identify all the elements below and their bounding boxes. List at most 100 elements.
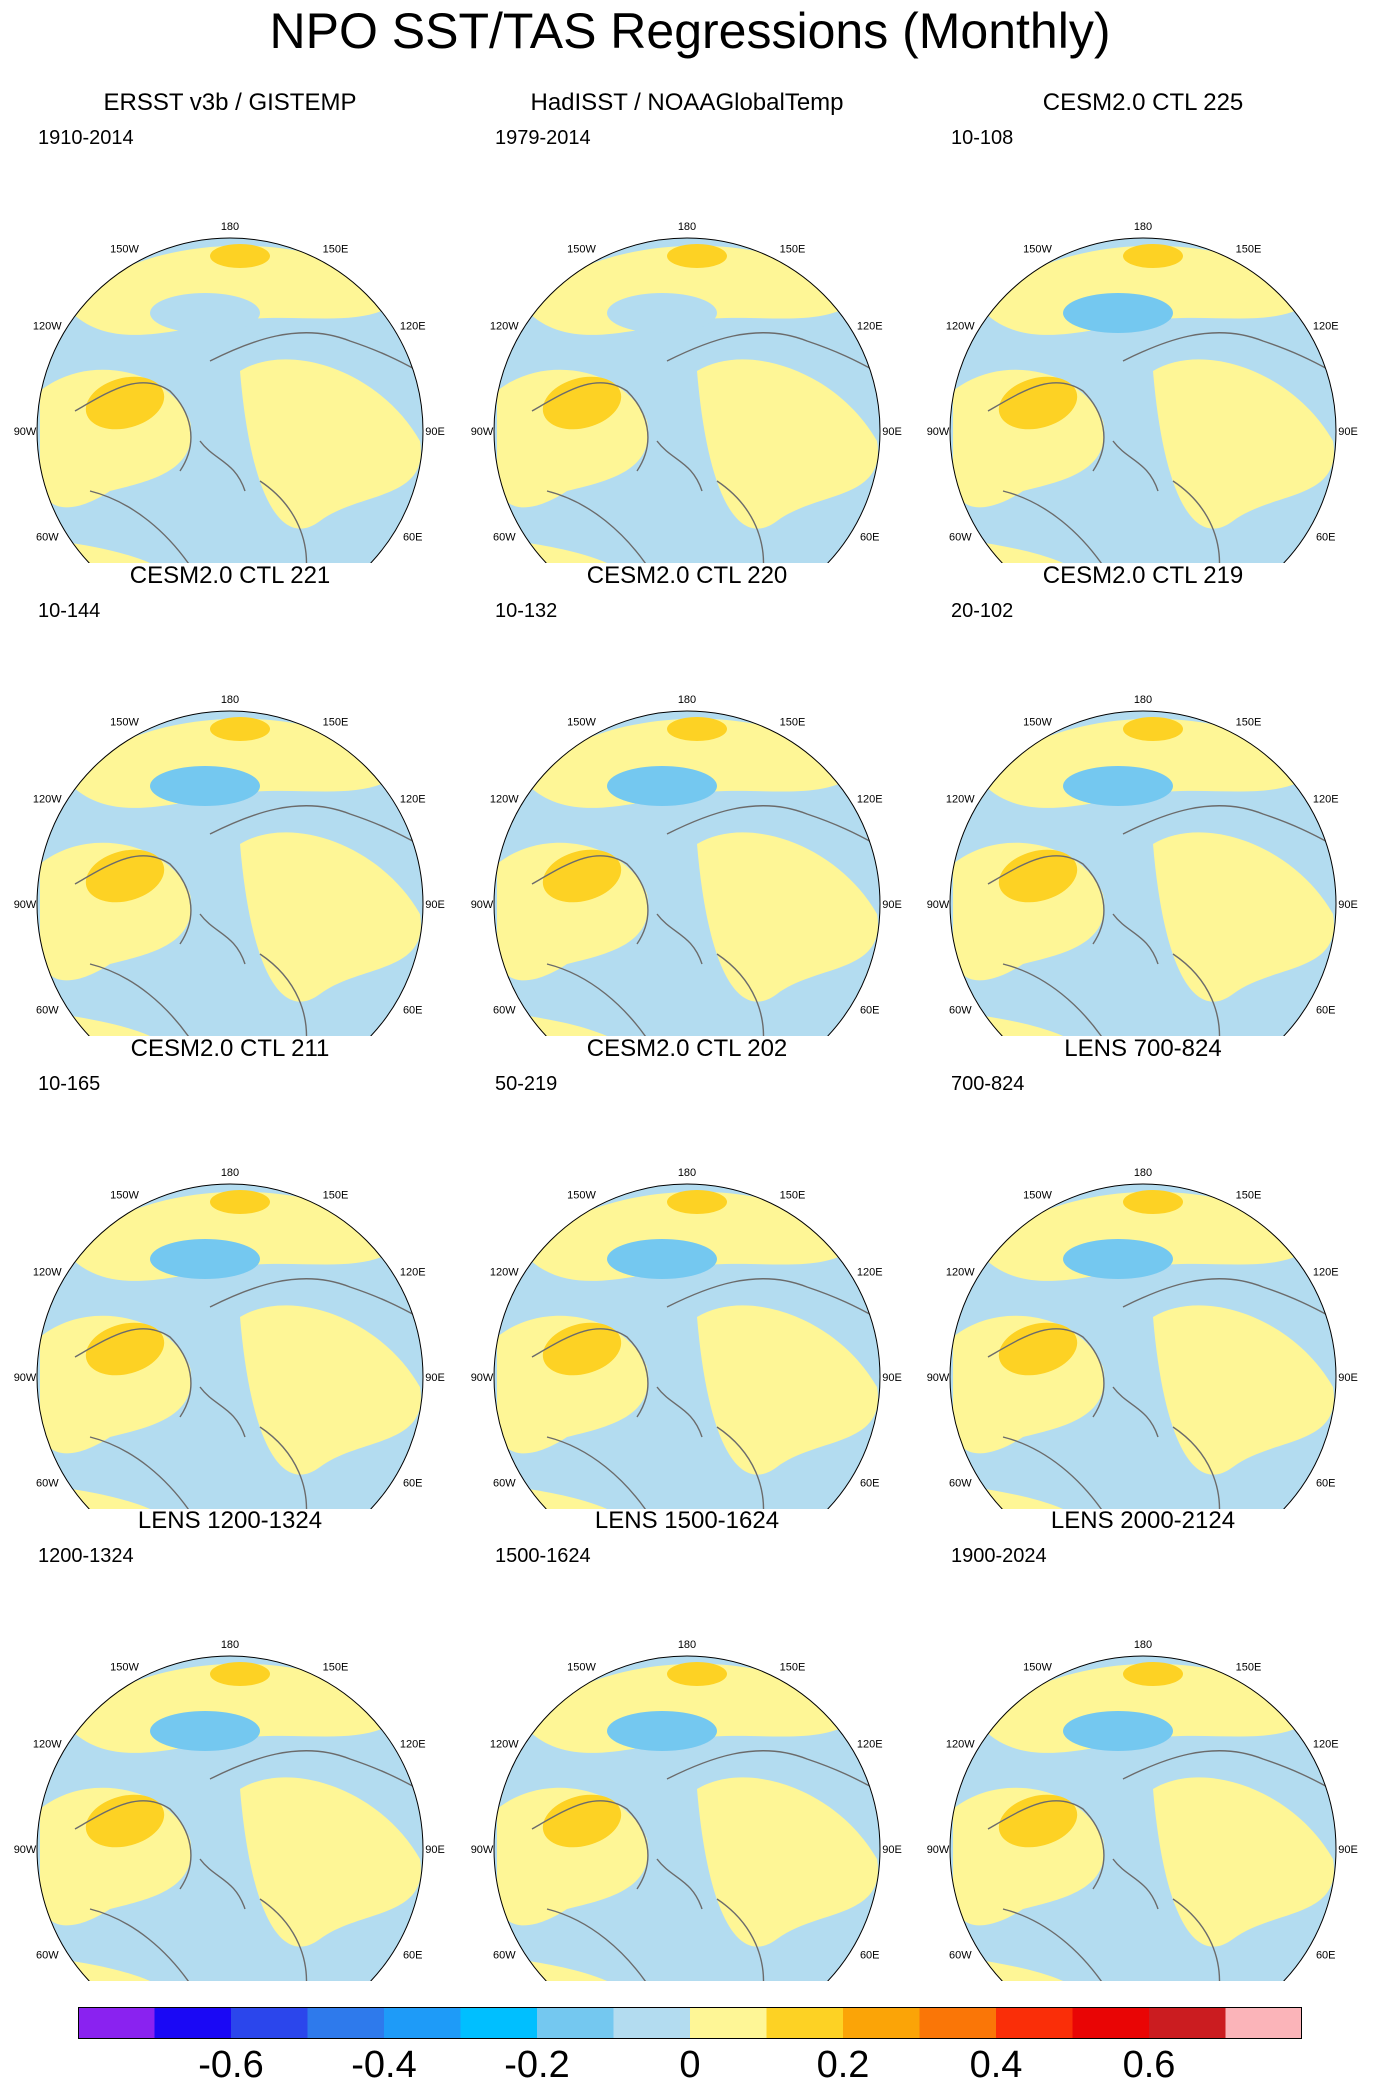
- coastline: [209, 332, 419, 372]
- coastline: [531, 1328, 649, 1418]
- panel-title: HadISST / NOAAGlobalTemp: [530, 89, 844, 116]
- regression-strong-positive-center: [210, 1662, 270, 1686]
- regression-positive-region: [697, 1777, 878, 1947]
- longitude-label: 60W: [949, 1478, 972, 1490]
- regression-strong-positive-center: [85, 1794, 165, 1848]
- colorbar-swatch: [1149, 2007, 1226, 2039]
- panel-period: 1200-1324: [38, 1545, 134, 1567]
- panel-title: CESM2.0 CTL 225: [1042, 89, 1244, 116]
- map-boundary: [36, 237, 424, 563]
- longitude-label: 150W: [110, 1189, 139, 1201]
- panel-period: 10-132: [495, 600, 558, 622]
- regression-strong-negative-center: [150, 293, 260, 333]
- longitude-label: 60E: [403, 532, 423, 544]
- map-boundary: [493, 1655, 881, 1981]
- coastline: [1122, 805, 1332, 845]
- coastline: [209, 1750, 419, 1790]
- map-panel: LENS 1200-1324 1200-1324 180 150E 120E 90E 60E…: [0, 1506, 460, 1981]
- coastline: [531, 382, 649, 472]
- longitude-label: 60E: [403, 1950, 423, 1962]
- longitude-label: 120W: [946, 1267, 975, 1279]
- longitude-label: 90W: [471, 1372, 494, 1384]
- longitude-label: 150W: [110, 243, 139, 255]
- coastline: [546, 490, 658, 563]
- longitude-label: 120E: [1313, 321, 1339, 333]
- map-panel: CESM2.0 CTL 22110-144180150E120E90E60E30…: [0, 561, 460, 1036]
- colorbar-swatch: [613, 2007, 690, 2039]
- coastline: [1002, 490, 1114, 563]
- coastline: [74, 382, 192, 472]
- longitude-label: 180: [678, 221, 696, 233]
- longitude-label: 150E: [1236, 1661, 1262, 1673]
- longitude-label: 150W: [110, 1661, 139, 1673]
- longitude-label: 180: [221, 694, 239, 706]
- colorbar-swatch: [919, 2007, 996, 2039]
- longitude-label: 150E: [323, 716, 349, 728]
- longitude-label: 60W: [36, 532, 59, 544]
- longitude-label: 180: [1134, 1639, 1152, 1651]
- polar-map: 180150E120E90E60E30E030W60W90W120W150W: [471, 1167, 902, 1509]
- coastline: [259, 953, 308, 1036]
- longitude-label: 90W: [14, 426, 37, 438]
- longitude-label: 60W: [949, 1950, 972, 1962]
- panel-period: 1900-2024: [951, 1545, 1047, 1567]
- coastline: [546, 963, 658, 1036]
- regression-strong-positive-center: [210, 244, 270, 268]
- longitude-label: 120E: [400, 1739, 426, 1751]
- regression-strong-positive-center: [667, 717, 727, 741]
- coastline: [209, 805, 419, 845]
- longitude-label: 60E: [860, 1478, 880, 1490]
- longitude-label: 90E: [1338, 426, 1358, 438]
- map-panel: CESM2.0 CTL 22510-108180150E120E90E60E30…: [913, 88, 1373, 563]
- longitude-label: 120W: [33, 1739, 62, 1751]
- longitude-label: 90W: [14, 1372, 37, 1384]
- coastline: [89, 490, 201, 563]
- longitude-label: 90W: [927, 1844, 950, 1856]
- coastline: [199, 1858, 246, 1910]
- colorbar-swatch: [78, 2007, 155, 2039]
- coastline: [1172, 480, 1221, 563]
- polar-map: 180150E120E90E60E30E030W60W90W120W150W: [14, 1167, 445, 1509]
- longitude-label: 120W: [946, 794, 975, 806]
- colorbar-frame: [78, 2007, 1302, 2039]
- map-panel: CESM2.0 CTL 21110-165180150E120E90E60E30…: [0, 1034, 460, 1509]
- colorbar-tick-label: -0.4: [351, 2044, 417, 2086]
- map-panel: CESM2.0 CTL 21920-102180150E120E90E60E30…: [913, 561, 1373, 1036]
- regression-strong-positive-center: [998, 376, 1078, 430]
- coastline: [199, 913, 246, 965]
- polar-map: 180150E120E90E60E30E030W60W90W120W150W: [471, 221, 902, 563]
- panel-title: CESM2.0 CTL 221: [129, 562, 331, 589]
- longitude-label: 180: [1134, 1167, 1152, 1179]
- coastline: [716, 1898, 765, 1981]
- longitude-label: 90E: [1338, 1372, 1358, 1384]
- coastline: [199, 1386, 246, 1438]
- longitude-label: 120E: [857, 1267, 883, 1279]
- regression-positive-region: [1153, 1305, 1334, 1475]
- colorbar-swatch: [843, 2007, 920, 2039]
- longitude-label: 120W: [490, 794, 519, 806]
- regression-strong-positive-center: [85, 849, 165, 903]
- map-boundary: [493, 237, 881, 563]
- longitude-label: 150E: [323, 243, 349, 255]
- coastline: [716, 480, 765, 563]
- longitude-label: 90W: [927, 1372, 950, 1384]
- map-panel: LENS 1500-1624 1500-1624 180 150E 120E 90E 60E…: [457, 1506, 917, 1981]
- regression-strong-positive-center: [542, 1794, 622, 1848]
- longitude-label: 120W: [490, 321, 519, 333]
- map-boundary: [949, 1655, 1337, 1981]
- coastline: [259, 1898, 308, 1981]
- coastline: [1172, 1426, 1221, 1509]
- coastline: [666, 332, 876, 372]
- longitude-label: 150W: [1023, 1661, 1052, 1673]
- longitude-label: 180: [221, 1639, 239, 1651]
- map-panel: LENS 2000-2124 1900-2024 180 150E 120E 90E 60E…: [913, 1506, 1373, 1981]
- longitude-label: 150W: [1023, 1189, 1052, 1201]
- longitude-label: 60W: [949, 1005, 972, 1017]
- longitude-label: 120W: [490, 1739, 519, 1751]
- longitude-label: 60W: [493, 532, 516, 544]
- regression-positive-region: [1153, 1777, 1334, 1947]
- longitude-label: 150W: [1023, 243, 1052, 255]
- longitude-label: 150E: [780, 1189, 806, 1201]
- longitude-label: 120E: [1313, 794, 1339, 806]
- regression-strong-negative-center: [607, 293, 717, 333]
